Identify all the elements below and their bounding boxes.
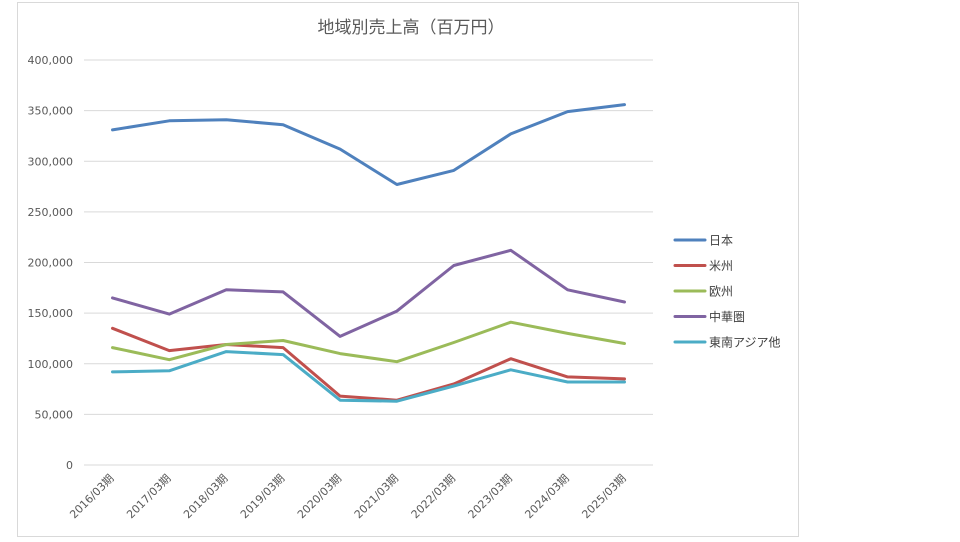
series-line-3 bbox=[111, 248, 626, 338]
x-tick-label: 2019/03期 bbox=[238, 472, 287, 521]
series-line-2 bbox=[111, 320, 626, 364]
series-line-1 bbox=[111, 326, 626, 402]
y-tick-label: 100,000 bbox=[28, 358, 74, 371]
x-tick-label: 2023/03期 bbox=[466, 472, 515, 521]
line-chart: 地域別売上高（百万円） 0 50,000 100,000 150,000 200,000… bbox=[28, 18, 781, 521]
x-tick-label: 2022/03期 bbox=[409, 472, 458, 521]
series-line-0 bbox=[111, 103, 626, 186]
legend-label: 米州 bbox=[709, 259, 733, 273]
x-tick-label: 2024/03期 bbox=[522, 472, 571, 521]
y-axis-ticks: 0 50,000 100,000 150,000 200,000 250,000 300,0… bbox=[28, 54, 74, 472]
chart-title: 地域別売上高（百万円） bbox=[318, 18, 505, 38]
x-tick-label: 2020/03期 bbox=[295, 472, 344, 521]
legend-label: 中華圏 bbox=[709, 309, 745, 324]
y-tick-label: 350,000 bbox=[28, 105, 74, 118]
series-lines bbox=[111, 103, 626, 403]
legend-label: 欧州 bbox=[709, 285, 733, 299]
x-axis-ticks: 2016/03期 2017/03期 2018/03期 2019/03期 2020/03期… bbox=[67, 472, 628, 521]
x-tick-label: 2018/03期 bbox=[181, 472, 230, 521]
x-tick-label: 2017/03期 bbox=[124, 472, 173, 521]
y-tick-label: 200,000 bbox=[28, 257, 74, 270]
y-tick-label: 250,000 bbox=[28, 206, 74, 219]
legend-label: 日本 bbox=[709, 234, 733, 248]
legend-label: 東南アジア他 bbox=[709, 335, 781, 350]
y-tick-label: 400,000 bbox=[28, 54, 74, 67]
chart-container: 地域別売上高（百万円） 0 50,000 100,000 150,000 200,000… bbox=[17, 2, 799, 537]
y-tick-label: 0 bbox=[66, 459, 73, 472]
x-tick-label: 2021/03期 bbox=[352, 472, 401, 521]
y-tick-label: 150,000 bbox=[28, 307, 74, 320]
x-tick-label: 2016/03期 bbox=[67, 472, 116, 521]
series-line-4 bbox=[111, 350, 626, 403]
x-tick-label: 2025/03期 bbox=[579, 472, 628, 521]
y-tick-label: 50,000 bbox=[35, 408, 74, 421]
y-tick-label: 300,000 bbox=[28, 155, 74, 168]
gridlines bbox=[84, 59, 653, 466]
